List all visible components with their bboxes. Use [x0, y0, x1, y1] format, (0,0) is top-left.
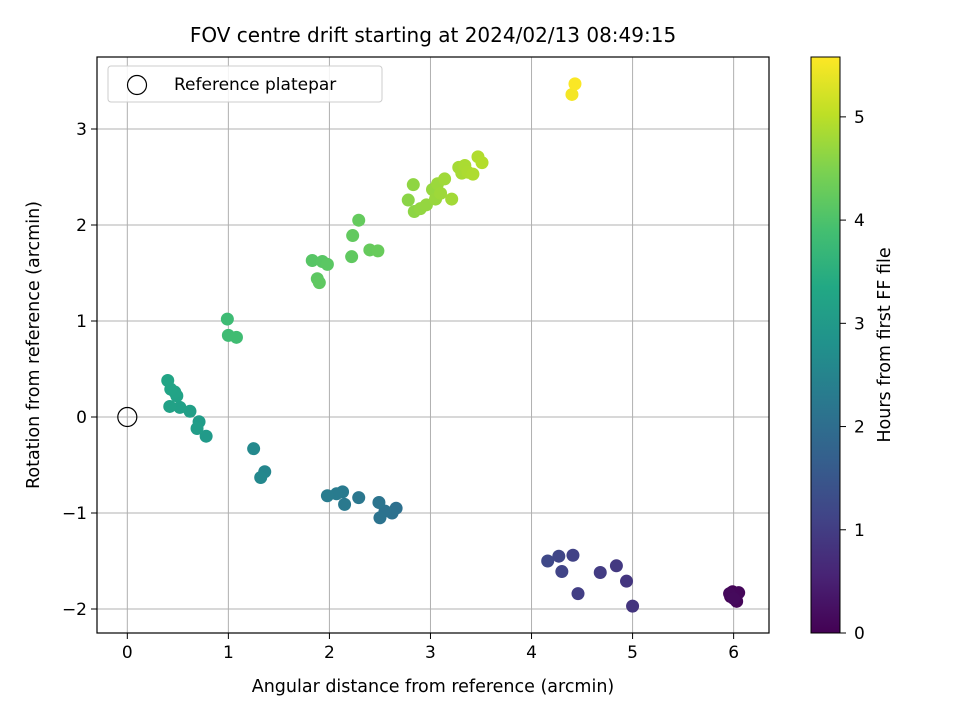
data-point	[305, 254, 319, 268]
data-point	[183, 404, 197, 418]
colorbar-ticks: 0 1 2 3 4 5	[840, 108, 865, 644]
data-point	[173, 400, 187, 414]
data-point	[220, 312, 234, 326]
data-point	[552, 549, 566, 563]
x-tick-label: 6	[728, 643, 739, 663]
grid-lines	[97, 57, 769, 633]
data-point	[727, 591, 741, 605]
data-point	[345, 250, 359, 264]
data-point	[626, 599, 640, 613]
x-axis-ticks: 0 1 2 3 4 5 6	[122, 633, 739, 663]
y-tick-label: 2	[76, 216, 87, 236]
x-axis-label: Angular distance from reference (arcmin)	[252, 677, 615, 697]
colorbar-label: Hours from first FF file	[875, 247, 895, 442]
chart-title: FOV centre drift starting at 2024/02/13 …	[190, 23, 676, 47]
data-point	[320, 257, 334, 271]
data-point	[593, 566, 607, 580]
colorbar-tick-label: 3	[854, 314, 865, 334]
data-point	[438, 172, 452, 186]
y-tick-label: 1	[76, 312, 87, 332]
x-tick-label: 2	[324, 643, 335, 663]
data-point	[254, 470, 268, 484]
data-point	[346, 229, 360, 243]
data-point	[571, 587, 585, 601]
legend-box	[107, 65, 383, 103]
y-tick-label: −1	[62, 504, 87, 524]
data-point	[372, 495, 386, 509]
data-point	[163, 399, 177, 413]
colorbar-tick-label: 5	[854, 108, 865, 128]
data-point	[401, 193, 415, 207]
data-point	[371, 244, 385, 258]
plot-frame	[96, 56, 770, 634]
legend: Reference platepar	[107, 65, 383, 103]
data-points	[161, 77, 746, 613]
colorbar	[811, 57, 840, 633]
data-point	[566, 548, 580, 562]
data-point	[434, 186, 448, 200]
data-point	[565, 87, 579, 101]
data-point	[161, 374, 175, 388]
data-point	[320, 489, 334, 503]
x-tick-label: 0	[122, 643, 133, 663]
y-tick-label: −2	[62, 600, 87, 620]
colorbar-tick-label: 1	[854, 521, 865, 541]
data-point	[199, 429, 213, 443]
reference-marker-group	[117, 406, 138, 428]
data-point	[312, 276, 326, 290]
reference-platepar-marker	[117, 406, 138, 428]
x-tick-label: 5	[627, 643, 638, 663]
data-point	[190, 422, 204, 436]
data-point	[568, 77, 582, 91]
y-axis-label: Rotation from reference (arcmin)	[24, 201, 44, 489]
legend-reference-marker	[126, 74, 148, 96]
data-point	[609, 559, 623, 573]
legend-label-reference-platepar: Reference platepar	[174, 75, 336, 95]
data-point	[620, 574, 634, 588]
x-tick-label: 3	[425, 643, 436, 663]
data-point	[466, 167, 480, 181]
colorbar-tick-label: 4	[854, 211, 865, 231]
y-tick-label: 3	[76, 120, 87, 140]
x-tick-label: 1	[223, 643, 234, 663]
x-tick-label: 4	[526, 643, 537, 663]
data-point	[555, 565, 569, 579]
colorbar-frame	[810, 56, 841, 634]
colorbar-tick-label: 0	[854, 624, 865, 644]
data-point	[229, 330, 243, 344]
colorbar-tick-label: 2	[854, 418, 865, 438]
data-point	[373, 511, 387, 525]
data-point	[475, 156, 489, 170]
data-point	[445, 192, 459, 206]
data-point	[352, 213, 366, 227]
y-tick-label: 0	[76, 408, 87, 428]
data-point	[406, 178, 420, 192]
data-point	[541, 554, 555, 568]
data-point	[352, 491, 366, 505]
y-axis-ticks: −2 −1 0 1 2 3	[62, 120, 97, 620]
data-point	[247, 442, 261, 456]
data-point	[338, 497, 352, 511]
